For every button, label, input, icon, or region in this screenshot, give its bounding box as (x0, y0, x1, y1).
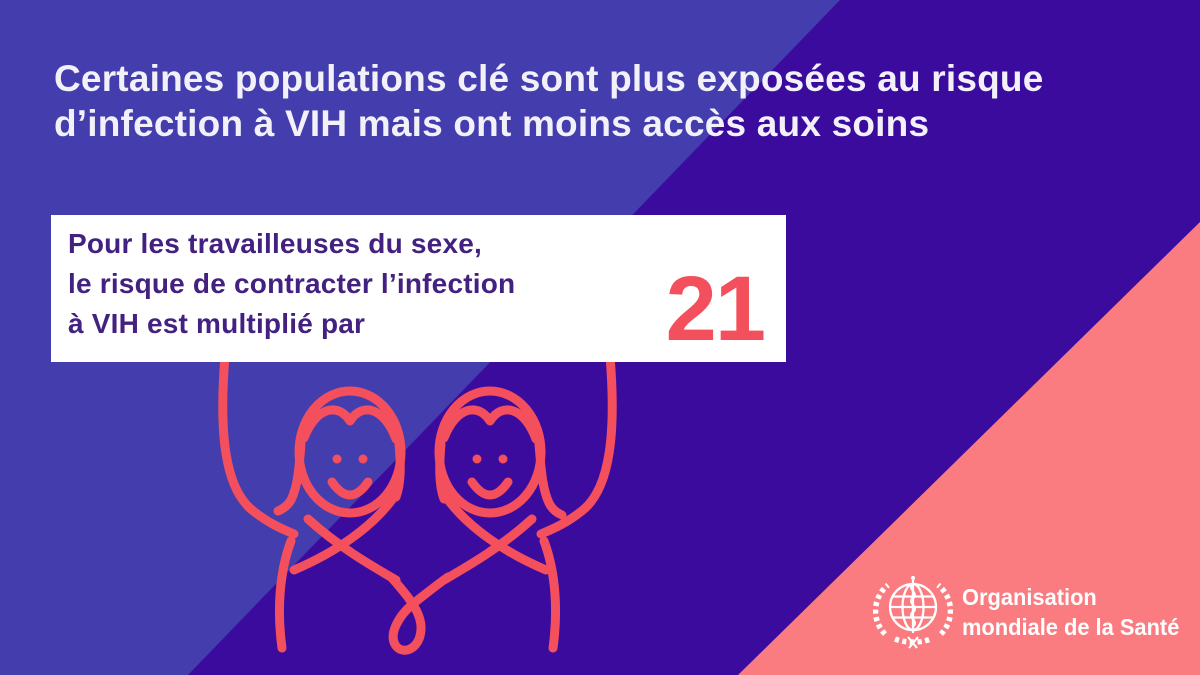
stat-card-text: Pour les travailleuses du sexe, le risqu… (68, 224, 515, 344)
heading-line-1: Certaines populations clé sont plus expo… (54, 58, 1044, 99)
page-title: Certaines populations clé sont plus expo… (54, 56, 1174, 146)
who-logo: Organisation mondiale de la Santé (873, 572, 1191, 652)
stat-card: Pour les travailleuses du sexe, le risqu… (51, 215, 786, 362)
who-logo-text: Organisation mondiale de la Santé (962, 582, 1179, 642)
stat-line-3: à VIH est multiplié par (68, 308, 366, 339)
heading-line-2: d’infection à VIH mais ont moins accès a… (54, 103, 930, 144)
who-emblem-icon (873, 576, 953, 649)
stat-line-2: le risque de contracter l’infection (68, 268, 516, 299)
who-logo-line-2: mondiale de la Santé (962, 614, 1180, 640)
who-logo-line-1: Organisation (962, 584, 1097, 610)
stat-line-1: Pour les travailleuses du sexe, (68, 228, 482, 259)
stat-value: 21 (665, 258, 766, 360)
